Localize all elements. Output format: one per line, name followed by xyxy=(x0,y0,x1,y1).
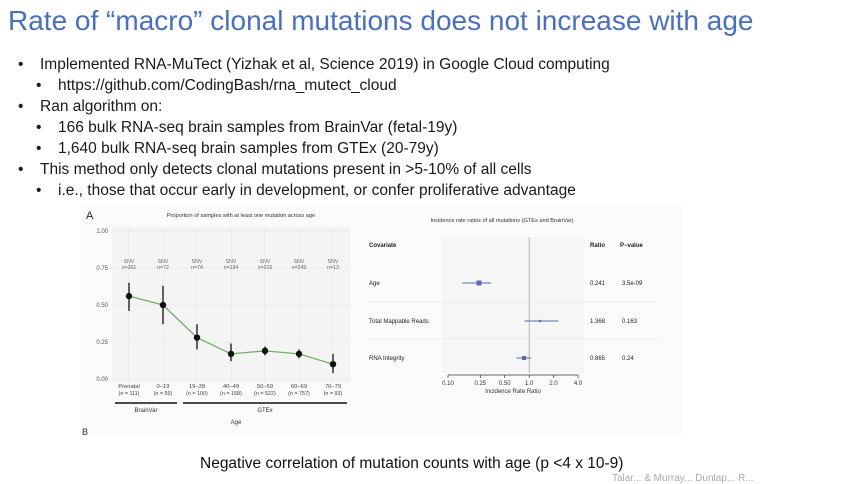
x-tick-label-b: 4.0 xyxy=(574,381,583,387)
x-tick-label-b: 1.0 xyxy=(525,381,534,387)
data-point xyxy=(329,361,337,368)
covariate-label: RNA Integrity xyxy=(369,356,404,362)
pvalue-value: 3.5e-09 xyxy=(622,281,643,287)
sample-size-label: (n = 55) xyxy=(154,391,173,397)
data-point xyxy=(227,350,235,358)
snv-count-label: n=72 xyxy=(157,265,169,271)
pvalue-value: 0.24 xyxy=(622,356,634,362)
y-tick-label-a: 0.50 xyxy=(96,303,108,309)
x-tick-label-b: 0.25 xyxy=(474,381,486,387)
snv-count-label: n=13 xyxy=(327,265,339,271)
y-tick-label-a: 0.75 xyxy=(96,266,108,272)
snv-count-label: n=216 xyxy=(258,265,273,271)
sample-size-label: (n = 522) xyxy=(254,391,276,397)
data-point xyxy=(295,350,303,358)
snv-label: SNV xyxy=(260,259,271,265)
x-tick-label-b: 0.10 xyxy=(442,381,454,387)
x-tick-label-a: Prenatal xyxy=(118,384,140,390)
bullet-item: Implemented RNA-MuTect (Yizhak et al, Sc… xyxy=(18,54,818,75)
covariate-label: Age xyxy=(369,281,380,287)
snv-count-label: n=361 xyxy=(122,265,137,271)
figure-svg: A Proportion of samples with at least one… xyxy=(82,210,660,435)
column-header-ratio: Ratio xyxy=(590,243,605,249)
chart-title-b: Incidence rate ratios of all mutations (… xyxy=(431,218,574,224)
pvalue-value: 0.163 xyxy=(622,319,638,325)
y-tick-label-a: 0.00 xyxy=(96,377,108,383)
ratio-value: 0.241 xyxy=(590,281,606,287)
plot-background-b xyxy=(442,237,584,373)
sub-bullet-item: 1,640 bulk RNA-seq brain samples from GT… xyxy=(18,138,818,159)
figure: A Proportion of samples with at least one… xyxy=(82,205,682,435)
chart-title-a: Proportion of samples with at least one … xyxy=(167,213,315,219)
group-label: BrainVar xyxy=(135,408,158,414)
y-tick-label-a: 0.25 xyxy=(96,340,108,346)
bullet-list: Implemented RNA-MuTect (Yizhak et al, Sc… xyxy=(18,54,818,201)
snv-count-label: n=74 xyxy=(191,265,203,271)
footer-text: Talar... & Murray... Dunlap... R... xyxy=(612,473,754,484)
snv-label: SNV xyxy=(192,259,203,265)
data-point xyxy=(261,347,269,355)
x-axis-title-b: Incidence Rate Ratio xyxy=(485,389,541,395)
x-tick-label-b: 2.0 xyxy=(549,381,558,387)
sub-bullet-item: https://github.com/CodingBash/rna_mutect… xyxy=(18,75,818,96)
slide-title: Rate of “macro” clonal mutations does no… xyxy=(8,5,754,36)
snv-label: SNV xyxy=(124,259,135,265)
x-tick-label-b: 0.50 xyxy=(499,381,511,387)
covariate-label: Total Mappable Reads xyxy=(369,319,429,325)
column-header-pvalue: P−value xyxy=(620,243,644,249)
data-point xyxy=(159,301,167,309)
x-tick-label-a: 50–59 xyxy=(257,384,273,390)
slide-caption: Negative correlation of mutation counts … xyxy=(200,455,624,472)
snv-label: SNV xyxy=(328,259,339,265)
sub-bullet-item: 166 bulk RNA-seq brain samples from Brai… xyxy=(18,117,818,138)
snv-count-label: n=249 xyxy=(292,265,307,271)
sub-bullet-item: i.e., those that occur early in developm… xyxy=(18,180,818,201)
x-axis-title-a: Age xyxy=(231,420,242,426)
y-tick-label-a: 1.00 xyxy=(96,229,108,235)
sample-size-label: (n = 100) xyxy=(186,391,208,397)
data-point xyxy=(193,334,201,341)
estimate-marker xyxy=(476,280,482,286)
group-label: GTEx xyxy=(257,408,272,414)
sample-size-label: (n = 111) xyxy=(119,391,140,397)
bullet-item: Ran algorithm on: xyxy=(18,96,818,117)
x-tick-label-a: 0–19 xyxy=(157,384,170,390)
x-tick-label-a: 40–49 xyxy=(223,384,239,390)
sample-size-label: (n = 168) xyxy=(220,391,242,397)
x-tick-label-a: 19–39 xyxy=(189,384,205,390)
column-header-covariate: Covariate xyxy=(369,243,397,249)
estimate-marker xyxy=(522,356,527,360)
snv-label: SNV xyxy=(226,259,237,265)
panel-label-a: A xyxy=(86,210,94,222)
sample-size-label: (n = 93) xyxy=(324,391,343,397)
ratio-value: 1.368 xyxy=(590,319,606,325)
x-tick-label-a: 70–79 xyxy=(325,384,341,390)
ratio-value: 0.865 xyxy=(590,356,606,362)
bullet-item: This method only detects clonal mutation… xyxy=(18,159,818,180)
snv-label: SNV xyxy=(294,259,305,265)
snv-count-label: n=194 xyxy=(224,265,239,271)
data-point xyxy=(125,292,133,300)
estimate-marker xyxy=(539,319,542,323)
panel-label-b-fragment: B xyxy=(82,427,88,435)
x-tick-label-a: 60–69 xyxy=(291,384,307,390)
snv-label: SNV xyxy=(158,259,169,265)
sample-size-label: (n = 757) xyxy=(288,391,310,397)
